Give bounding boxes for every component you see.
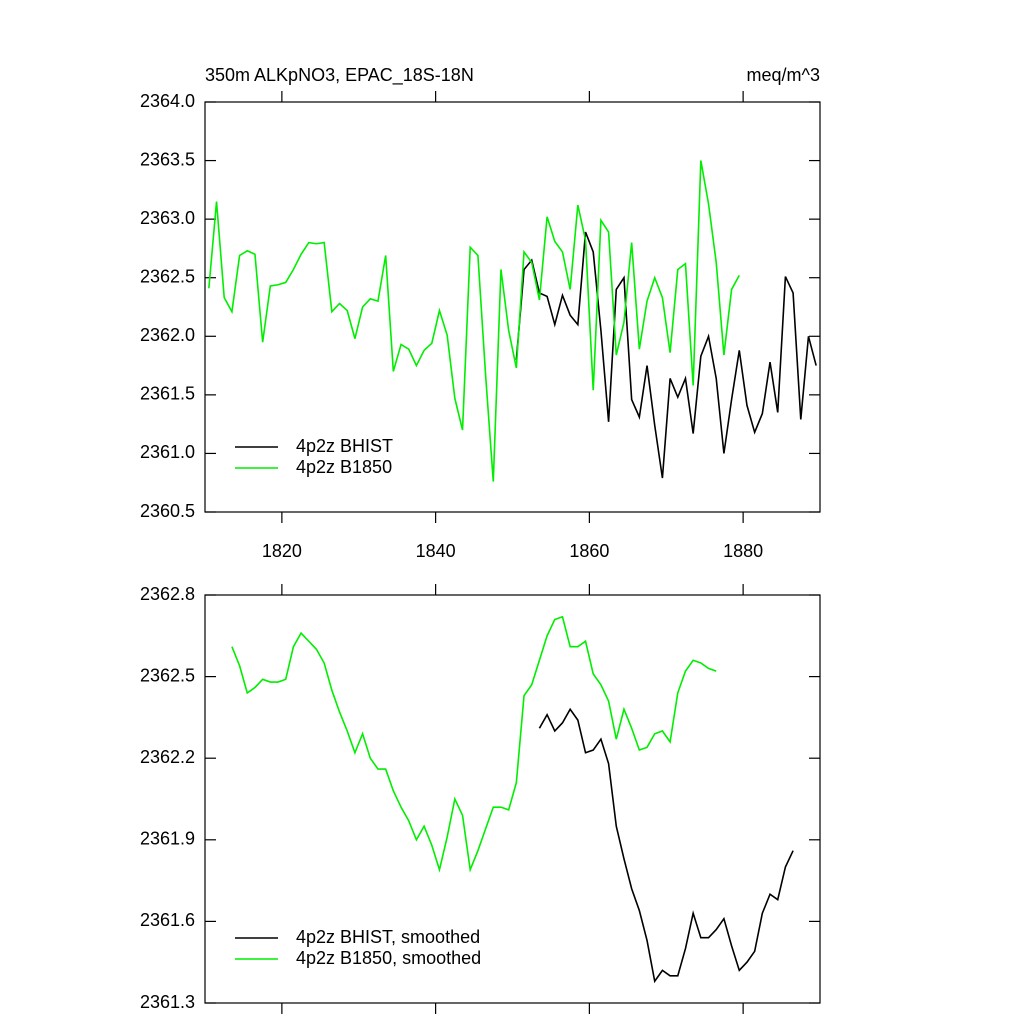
y-tick-label: 2361.5 bbox=[140, 384, 195, 404]
legend-label: 4p2z B1850, smoothed bbox=[296, 948, 481, 968]
plot-frame bbox=[204, 101, 821, 513]
series-line bbox=[208, 160, 740, 482]
chart-title: 350m ALKpNO3, EPAC_18S-18N bbox=[205, 65, 474, 86]
plot-frame bbox=[204, 594, 821, 1004]
legend-label: 4p2z BHIST, smoothed bbox=[296, 927, 480, 947]
y-tick-label: 2362.5 bbox=[140, 266, 195, 286]
y-tick-label: 2363.5 bbox=[140, 149, 195, 169]
x-tick-label: 1840 bbox=[416, 541, 456, 561]
series-line bbox=[231, 615, 717, 873]
y-tick-label: 2360.5 bbox=[140, 501, 195, 521]
legend-label: 4p2z B1850 bbox=[296, 457, 392, 477]
y-tick-label: 2361.9 bbox=[140, 829, 195, 849]
y-tick-label: 2361.3 bbox=[140, 992, 195, 1012]
x-tick-label: 1880 bbox=[723, 541, 763, 561]
y-tick-label: 2361.6 bbox=[140, 910, 195, 930]
series-line bbox=[538, 707, 794, 984]
y-tick-label: 2362.8 bbox=[140, 584, 195, 604]
series-line bbox=[515, 231, 817, 479]
y-tick-label: 2363.0 bbox=[140, 208, 195, 228]
x-tick-label: 1860 bbox=[569, 541, 609, 561]
units-label: meq/m^3 bbox=[747, 65, 820, 85]
y-tick-label: 2361.0 bbox=[140, 442, 195, 462]
y-tick-label: 2362.2 bbox=[140, 747, 195, 767]
x-tick-label: 1820 bbox=[262, 541, 302, 561]
legend-label: 4p2z BHIST bbox=[296, 436, 393, 456]
y-tick-label: 2362.0 bbox=[140, 325, 195, 345]
y-tick-label: 2362.5 bbox=[140, 665, 195, 685]
y-tick-label: 2364.0 bbox=[140, 91, 195, 111]
